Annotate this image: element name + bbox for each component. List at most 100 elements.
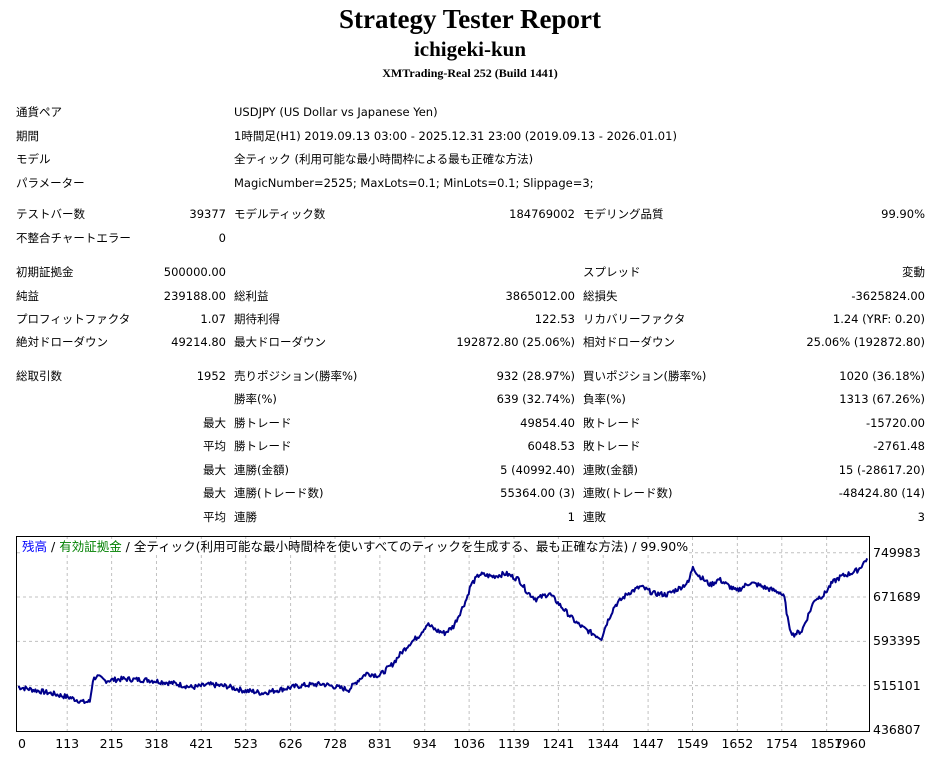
max-consec-label: 最大 bbox=[203, 463, 226, 477]
x-tick-label: 318 bbox=[144, 736, 169, 751]
model-value: 全ティック (利用可能な最小時間枠による最も正確な方法) bbox=[234, 152, 534, 166]
largest-loss-label: 敗トレード bbox=[583, 416, 641, 430]
chart-legend: 残高 / 有効証拠金 / 全ティック(利用可能な最小時間枠を使いすべてのティック… bbox=[22, 539, 689, 555]
loss-pct-label: 負率(%) bbox=[583, 392, 626, 406]
max-consec2-label: 最大 bbox=[203, 486, 226, 500]
symbol-label: 通貨ペア bbox=[16, 105, 62, 119]
mismatch-label: 不整合チャートエラー bbox=[16, 231, 131, 245]
expected-label: 期待利得 bbox=[234, 312, 280, 326]
x-tick-label: 421 bbox=[189, 736, 214, 751]
deposit-value: 500000.00 bbox=[163, 265, 226, 279]
total-trades-label: 総取引数 bbox=[16, 369, 62, 383]
x-tick-label: 934 bbox=[412, 736, 437, 751]
x-tick-label: 1036 bbox=[453, 736, 486, 751]
x-tick-label: 1960 bbox=[834, 736, 866, 751]
x-tick-label: 831 bbox=[367, 736, 392, 751]
short-label: 売りポジション(勝率%) bbox=[234, 369, 358, 383]
consec-losses-money-value: 15 (-28617.20) bbox=[838, 463, 925, 477]
avg-label: 平均 bbox=[203, 439, 226, 453]
avg-win-value: 6048.53 bbox=[527, 439, 575, 453]
pf-label: プロフィットファクタ bbox=[16, 312, 131, 326]
x-tick-label: 523 bbox=[233, 736, 258, 751]
y-tick-label: 593395 bbox=[873, 633, 921, 649]
recovery-label: リカバリーファクタ bbox=[583, 312, 686, 326]
x-tick-label: 1241 bbox=[542, 736, 575, 751]
pf-value: 1.07 bbox=[200, 312, 226, 326]
x-tick-label: 1857 bbox=[810, 736, 843, 751]
avg-loss-label: 敗トレード bbox=[583, 439, 641, 453]
bars-value: 39377 bbox=[189, 207, 226, 221]
report-title: Strategy Tester Report bbox=[339, 4, 601, 34]
quality-value: 99.90% bbox=[881, 207, 925, 221]
legend-balance: 残高 bbox=[22, 539, 48, 554]
expected-value: 122.53 bbox=[534, 312, 575, 326]
abs-dd-label: 絶対ドローダウン bbox=[16, 335, 108, 349]
ea-name: ichigeki-kun bbox=[413, 37, 527, 61]
avg-consec-wins-value: 1 bbox=[567, 510, 575, 524]
x-tick-label: 1754 bbox=[765, 736, 798, 751]
consec-wins-money-label: 連勝(金額) bbox=[234, 463, 289, 477]
symbol-value: USDJPY (US Dollar vs Japanese Yen) bbox=[234, 105, 438, 119]
avg-consec-wins-label: 連勝 bbox=[234, 510, 257, 524]
consec-profit-label: 連勝(トレード数) bbox=[234, 486, 324, 500]
x-tick-label: 728 bbox=[323, 736, 347, 751]
gross-loss-value: -3625824.00 bbox=[851, 289, 925, 303]
model-label: モデル bbox=[16, 152, 51, 166]
x-tick-label: 0 bbox=[18, 736, 26, 751]
y-tick-label: 515101 bbox=[873, 677, 921, 693]
balance-line bbox=[17, 558, 869, 704]
loss-pct-value: 1313 (67.26%) bbox=[839, 392, 925, 406]
long-label: 買いポジション(勝率%) bbox=[583, 369, 707, 383]
consec-losses-money-label: 連敗(金額) bbox=[583, 463, 638, 477]
largest-loss-value: -15720.00 bbox=[865, 416, 925, 430]
largest-label: 最大 bbox=[203, 416, 226, 430]
ticks-value: 184769002 bbox=[509, 207, 575, 221]
x-tick-label: 215 bbox=[99, 736, 124, 751]
period-label: 期間 bbox=[16, 129, 39, 143]
bars-label: テストバー数 bbox=[16, 207, 85, 221]
consec-profit-value: 55364.00 (3) bbox=[500, 486, 575, 500]
x-tick-label: 1447 bbox=[632, 736, 664, 751]
rel-dd-value: 25.06% (192872.80) bbox=[806, 335, 925, 349]
x-tick-label: 1652 bbox=[721, 736, 754, 751]
rel-dd-label: 相対ドローダウン bbox=[583, 335, 675, 349]
x-tick-label: 1549 bbox=[676, 736, 709, 751]
consec-wins-money-value: 5 (40992.40) bbox=[500, 463, 575, 477]
abs-dd-value: 49214.80 bbox=[171, 335, 226, 349]
max-dd-label: 最大ドローダウン bbox=[234, 335, 326, 349]
win-pct-value: 639 (32.74%) bbox=[496, 392, 575, 406]
legend-equity: 有効証拠金 bbox=[59, 539, 122, 554]
legend-sep: / bbox=[121, 539, 134, 554]
deposit-label: 初期証拠金 bbox=[16, 265, 74, 279]
params-label: パラメーター bbox=[16, 176, 85, 190]
ticks-label: モデルティック数 bbox=[234, 207, 326, 221]
gross-profit-value: 3865012.00 bbox=[505, 289, 575, 303]
x-tick-label: 1344 bbox=[587, 736, 620, 751]
y-tick-label: 671689 bbox=[873, 589, 921, 605]
spread-value: 変動 bbox=[902, 265, 925, 279]
balance-chart: 残高 / 有効証拠金 / 全ティック(利用可能な最小時間枠を使いすべてのティック… bbox=[16, 536, 870, 732]
mismatch-value: 0 bbox=[218, 231, 226, 245]
balance-chart-svg bbox=[17, 537, 869, 731]
long-value: 1020 (36.18%) bbox=[839, 369, 925, 383]
legend-model: 全ティック(利用可能な最小時間枠を使いすべてのティックを生成する、最も正確な方法… bbox=[133, 539, 689, 554]
short-value: 932 (28.97%) bbox=[496, 369, 575, 383]
spread-label: スプレッド bbox=[583, 265, 641, 279]
x-tick-label: 626 bbox=[278, 736, 303, 751]
y-tick-label: 749983 bbox=[873, 544, 921, 560]
y-tick-label: 436807 bbox=[873, 722, 921, 737]
net-label: 純益 bbox=[16, 289, 39, 303]
avg-consec-label: 平均 bbox=[203, 510, 226, 524]
net-value: 239188.00 bbox=[163, 289, 226, 303]
max-dd-value: 192872.80 (25.06%) bbox=[456, 335, 575, 349]
x-tick-label: 113 bbox=[55, 736, 80, 751]
avg-consec-losses-label: 連敗 bbox=[583, 510, 606, 524]
recovery-value: 1.24 (YRF: 0.20) bbox=[832, 312, 925, 326]
win-pct-label: 勝率(%) bbox=[234, 392, 277, 406]
gross-loss-label: 総損失 bbox=[583, 289, 618, 303]
avg-consec-losses-value: 3 bbox=[917, 510, 925, 524]
avg-win-label: 勝トレード bbox=[234, 439, 292, 453]
consec-loss-label: 連敗(トレード数) bbox=[583, 486, 673, 500]
quality-label: モデリング品質 bbox=[583, 207, 664, 221]
params-value: MagicNumber=2525; MaxLots=0.1; MinLots=0… bbox=[234, 176, 594, 190]
